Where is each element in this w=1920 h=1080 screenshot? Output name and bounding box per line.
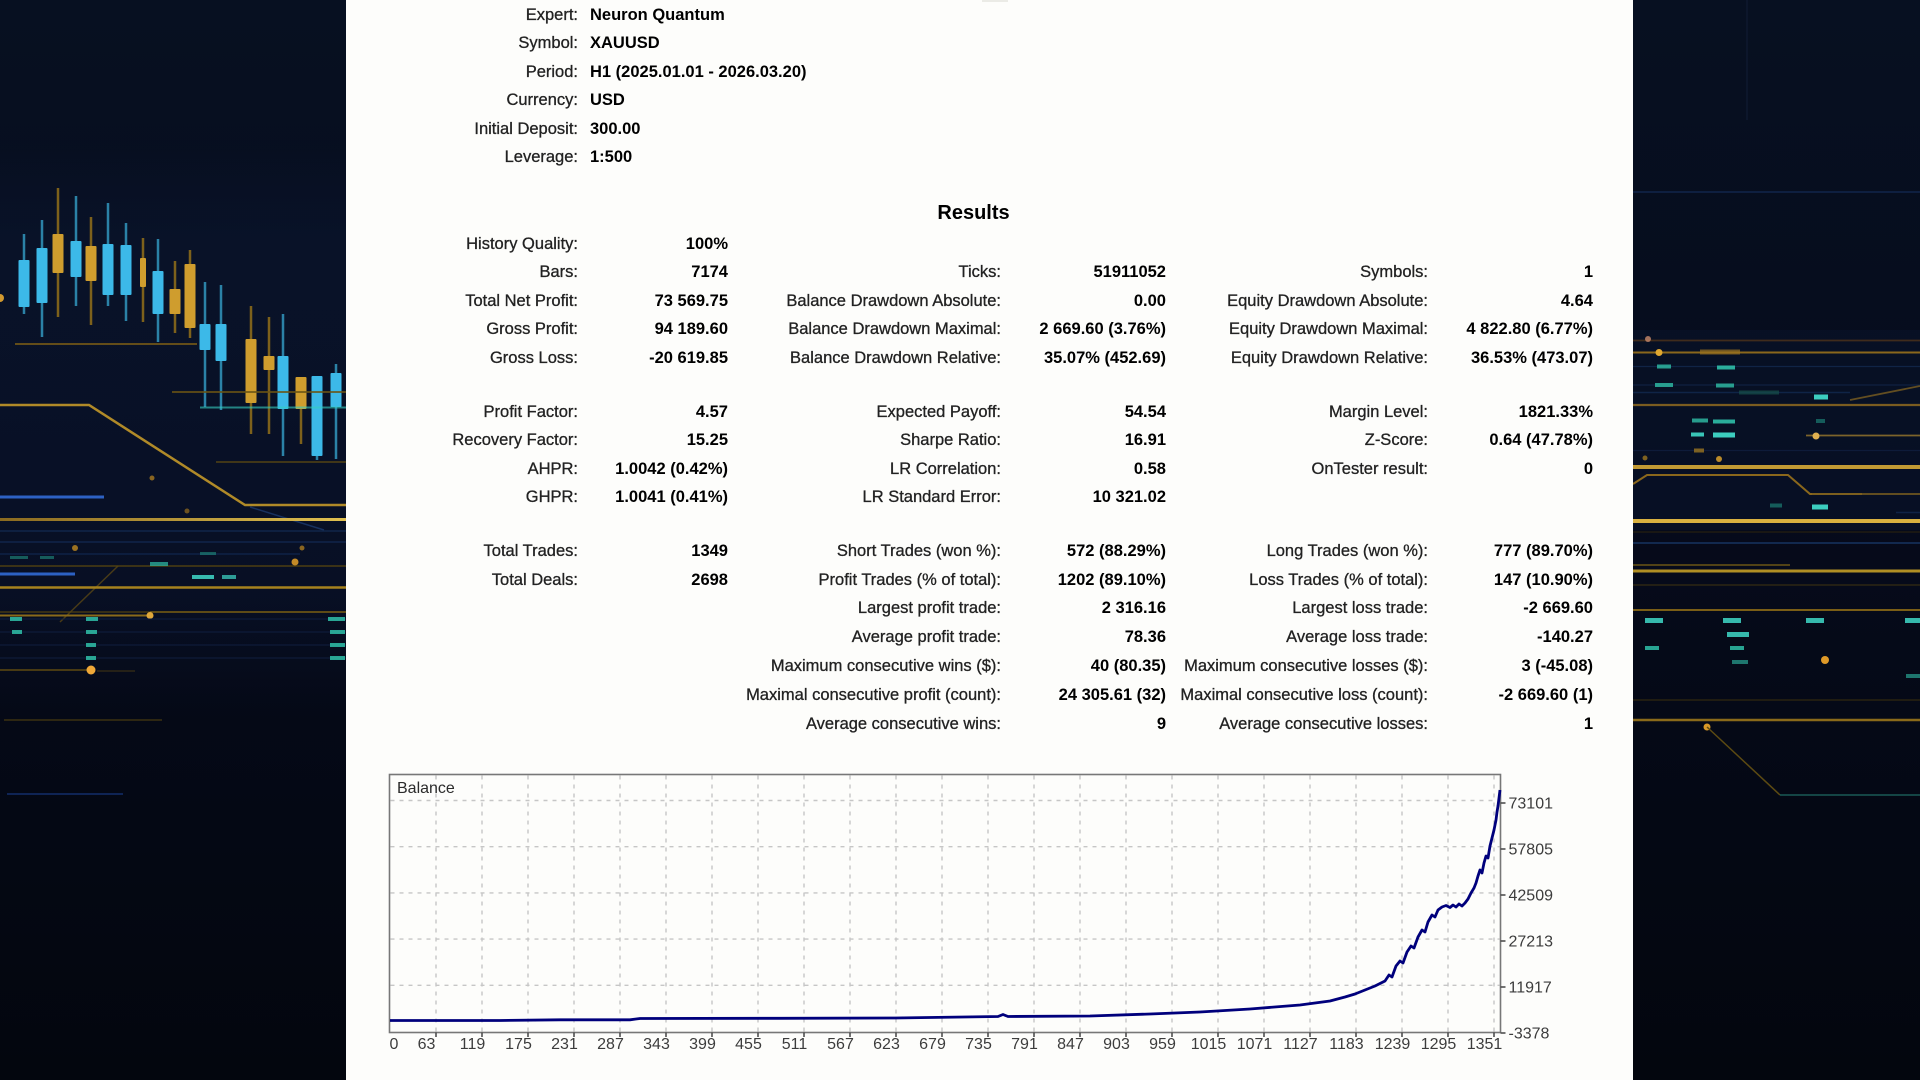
svg-text:1239: 1239 — [1375, 1036, 1411, 1053]
svg-text:1071: 1071 — [1237, 1036, 1273, 1053]
svg-text:455: 455 — [735, 1036, 762, 1053]
svg-text:42509: 42509 — [1509, 888, 1554, 905]
svg-text:Balance: Balance — [397, 780, 455, 797]
svg-text:903: 903 — [1103, 1036, 1130, 1053]
svg-text:959: 959 — [1149, 1036, 1176, 1053]
svg-text:27213: 27213 — [1509, 934, 1554, 951]
svg-text:399: 399 — [689, 1036, 716, 1053]
svg-text:511: 511 — [782, 1036, 808, 1053]
svg-text:679: 679 — [919, 1036, 946, 1053]
svg-text:119: 119 — [460, 1036, 486, 1053]
svg-text:1351: 1351 — [1467, 1036, 1503, 1053]
svg-text:-3378: -3378 — [1509, 1026, 1550, 1043]
svg-text:1295: 1295 — [1421, 1036, 1457, 1053]
svg-text:1183: 1183 — [1329, 1036, 1364, 1053]
svg-text:343: 343 — [643, 1036, 670, 1053]
svg-text:63: 63 — [418, 1036, 436, 1053]
svg-text:287: 287 — [597, 1036, 624, 1053]
svg-text:57805: 57805 — [1509, 842, 1554, 859]
svg-text:73101: 73101 — [1509, 796, 1554, 813]
svg-text:847: 847 — [1057, 1036, 1084, 1053]
svg-text:11917: 11917 — [1509, 980, 1552, 997]
svg-text:567: 567 — [827, 1036, 854, 1053]
svg-text:791: 791 — [1011, 1036, 1038, 1053]
svg-text:0: 0 — [390, 1036, 399, 1053]
svg-text:623: 623 — [873, 1036, 900, 1053]
svg-text:735: 735 — [965, 1036, 992, 1053]
svg-text:1127: 1127 — [1283, 1036, 1318, 1053]
svg-text:1015: 1015 — [1191, 1036, 1227, 1053]
svg-text:231: 231 — [551, 1036, 578, 1053]
svg-text:175: 175 — [505, 1036, 532, 1053]
